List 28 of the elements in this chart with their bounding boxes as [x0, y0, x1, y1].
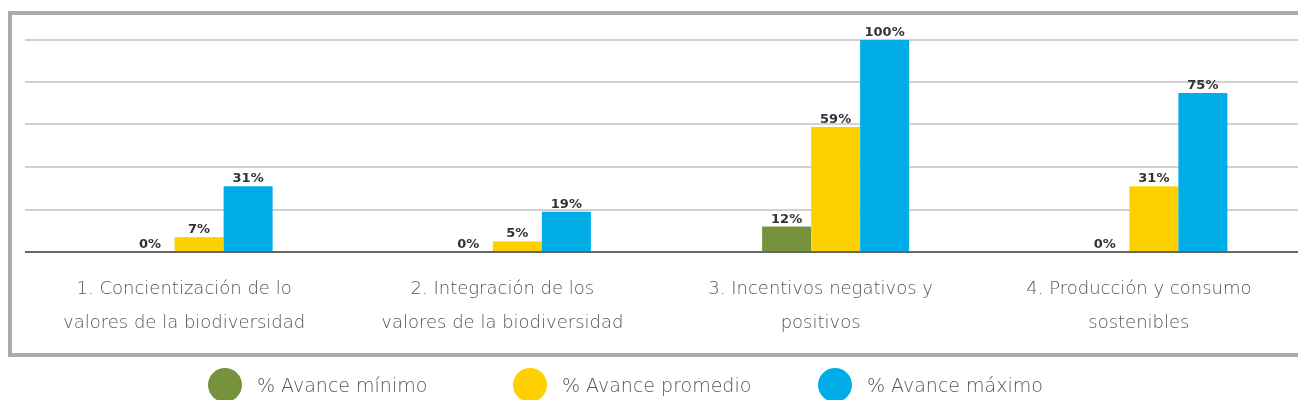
x-tick-label: 1. Concientización de lo valores de la biodiversidad: [63, 277, 306, 332]
data-label: 31%: [232, 170, 264, 186]
data-label: 7%: [188, 221, 211, 237]
data-label: 12%: [771, 210, 803, 226]
bar: [174, 237, 224, 252]
data-label: 19%: [550, 195, 582, 211]
bar: [541, 211, 591, 252]
data-label: 5%: [506, 225, 529, 241]
data-label: 75%: [1187, 77, 1219, 92]
data-label: 0%: [457, 236, 480, 251]
data-label: 0%: [139, 236, 162, 251]
data-label: 100%: [864, 24, 905, 39]
x-tick-label: 4. Producción y consumo sostenibles: [1026, 277, 1252, 332]
bar: [223, 186, 273, 252]
bar: [1129, 186, 1179, 252]
x-tick-label: 2. Integración de los valores de la biodiversidad: [381, 277, 624, 332]
bar: [492, 241, 542, 252]
bar: [762, 226, 812, 252]
data-label: 31%: [1138, 170, 1170, 186]
legend-label: % Avance promedio: [562, 374, 752, 396]
legend-label: % Avance máximo: [867, 374, 1043, 396]
bar: [860, 40, 910, 252]
data-label: 0%: [1093, 236, 1116, 251]
data-label: 59%: [820, 110, 852, 126]
legend-label: % Avance mínimo: [257, 374, 428, 396]
x-tick-label: 3. Incentivos negativos y positivos: [708, 277, 933, 332]
bar: [1178, 93, 1228, 252]
bar: [811, 126, 861, 252]
